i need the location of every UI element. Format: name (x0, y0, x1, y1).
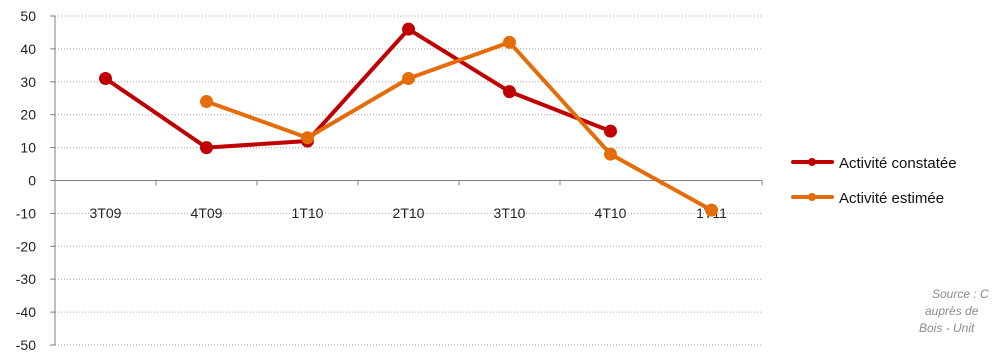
y-axis-tick-label: -30 (16, 271, 36, 287)
source-line-1: Source : C (932, 287, 989, 301)
y-axis-tick-label: -50 (16, 337, 36, 351)
y-axis-tick-label: 10 (20, 140, 36, 156)
legend-label-constatee: Activité constatée (839, 155, 957, 172)
x-axis-category-label: 1T10 (292, 205, 324, 221)
gridlines (55, 15, 762, 346)
source-line-3: Bois - Unit (919, 321, 975, 335)
data-series (99, 22, 718, 217)
y-axis-tick-label: 30 (20, 74, 36, 90)
series-line (204, 40, 714, 213)
x-axis-category-label: 4T10 (595, 205, 627, 221)
x-axis-category-label: 3T09 (90, 205, 122, 221)
data-point (402, 72, 415, 86)
y-axis-tick-label: -40 (16, 304, 36, 320)
y-axis-tick-label: -10 (16, 205, 36, 221)
x-axis-category-label: 3T10 (494, 205, 526, 221)
legend-item-constatee: Activité constatée (791, 155, 957, 172)
data-point (503, 85, 516, 99)
y-axis-tick-label: -20 (16, 238, 36, 254)
data-point (200, 141, 213, 155)
x-axis-tick-labels: 3T094T091T102T103T104T101T11 (90, 205, 728, 221)
source-note: Source : C auprès de Bois - Unit (919, 287, 989, 335)
legend-swatch-marker-estimee (808, 193, 816, 201)
legend-label-estimee: Activité estimée (839, 190, 944, 207)
y-axis-tick-label: 0 (28, 173, 36, 189)
data-point (200, 95, 213, 109)
series-estimee (200, 35, 718, 217)
legend: Activité constatée Activité estimée (791, 155, 957, 207)
data-point (705, 203, 718, 217)
data-point (604, 124, 617, 138)
data-point (99, 72, 112, 86)
y-axis-tick-label: 40 (20, 41, 36, 57)
source-line-2: auprès de (925, 304, 979, 318)
series-line (103, 27, 613, 150)
data-point (604, 147, 617, 161)
x-axis-category-label: 4T09 (191, 205, 223, 221)
y-axis-tick-label: 20 (20, 107, 36, 123)
data-point (503, 35, 516, 49)
legend-swatch-marker-constatee (808, 158, 816, 166)
y-axis-tick-labels: 50 40 30 20 10 0 -10 -20 -30 -40 -50 (16, 8, 36, 353)
legend-item-estimee: Activité estimée (791, 190, 944, 207)
series-constatee (99, 22, 617, 155)
data-point (402, 22, 415, 36)
y-axis-tick-label: 50 (20, 8, 36, 24)
x-axis-category-label: 2T10 (393, 205, 425, 221)
data-point (301, 131, 314, 145)
